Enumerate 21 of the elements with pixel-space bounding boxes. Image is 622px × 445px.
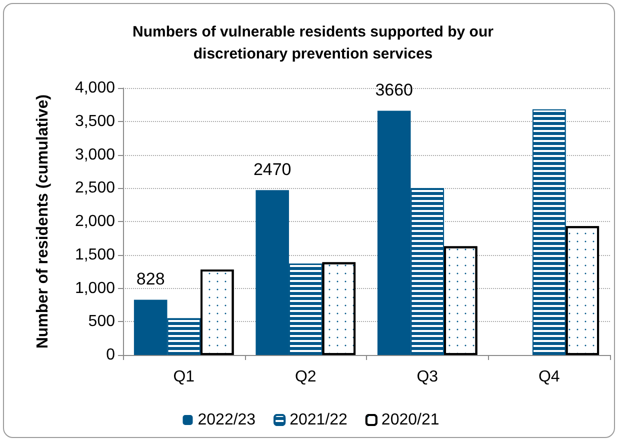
x-tick-label: Q2 [294, 368, 316, 386]
data-label: 2470 [253, 160, 292, 180]
y-tick-label: 1,500 [74, 246, 116, 264]
y-tick-label: 3,000 [74, 146, 116, 164]
y-tick-label: 1,000 [74, 280, 116, 297]
y-tick-label: 2,500 [74, 180, 116, 197]
y-tick-label: 3,500 [74, 112, 116, 130]
y-tick-label: 0 [106, 346, 116, 364]
y-tick-label: 4,000 [74, 80, 116, 96]
legend-label: 2020/21 [381, 412, 440, 428]
x-tick-label: Q3 [416, 368, 438, 386]
y-tick-label: 500 [88, 313, 116, 330]
chart-title: Numbers of vulnerable residents supported by our discretionary prevention services [132, 24, 494, 62]
data-label: 3660 [375, 80, 414, 100]
x-tick-label: Q1 [173, 368, 195, 386]
legend-label: 2021/22 [290, 412, 348, 428]
y-tick-label: 2,000 [74, 213, 116, 230]
y-axis-title: Number of residents (cumulative) [34, 94, 52, 349]
x-tick-label: Q4 [538, 368, 560, 386]
data-label: 828 [136, 270, 165, 289]
legend-label: 2022/23 [198, 412, 256, 428]
